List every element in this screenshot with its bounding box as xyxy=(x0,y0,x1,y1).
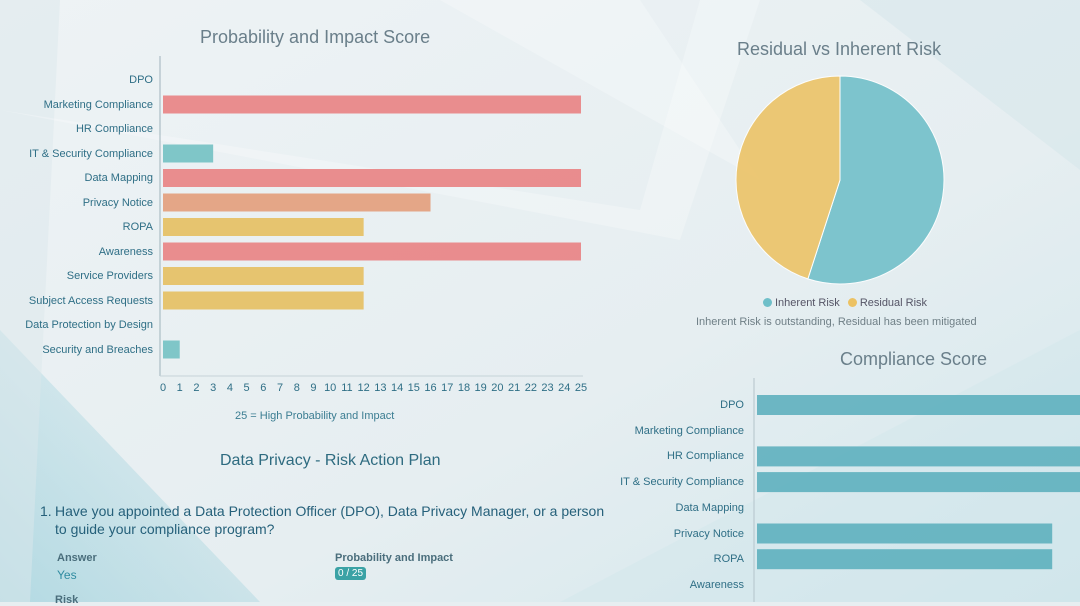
bar-awareness[interactable] xyxy=(163,242,581,261)
category-label-security-and-breaches: Security and Breaches xyxy=(42,343,153,356)
x-tick-25: 25 xyxy=(574,382,588,394)
bar-it-and-security-compliance[interactable] xyxy=(163,144,214,163)
compliance-label-privacy-notice: Privacy Notice xyxy=(673,527,744,540)
x-tick-6: 6 xyxy=(260,382,267,394)
slice-residual-risk[interactable] xyxy=(735,75,841,280)
probability-impact-x-axis-label: 25 = High Probability and Impact xyxy=(235,410,395,422)
compliance-bar-it-and-security-compliance[interactable] xyxy=(757,472,1080,493)
x-tick-20: 20 xyxy=(491,382,504,394)
question-1: 1. Have you appointed a Data Protection … xyxy=(40,502,615,538)
pie-note: Inherent Risk is outstanding, Residual h… xyxy=(696,316,977,328)
chart-title-residual-vs-inherent: Residual vs Inherent Risk xyxy=(737,39,942,59)
probability-impact-x-ticks: 0 1 2 3 4 5 6 7 8 9 10 11 12 13 14 15 16 17 18 19 20 21 22 23 24… xyxy=(0,0,600,420)
legend-swatch-residual xyxy=(847,298,857,307)
risk-label: Risk xyxy=(55,594,79,606)
x-tick-1: 1 xyxy=(176,382,183,394)
compliance-label-hr-compliance: HR Compliance xyxy=(666,450,744,463)
chart-title-probability-impact: Probability and Impact Score xyxy=(200,27,431,47)
x-tick-22: 22 xyxy=(524,382,537,394)
legend-item-residual-risk[interactable]: Residual Risk xyxy=(847,297,928,309)
x-tick-15: 15 xyxy=(407,382,420,394)
x-tick-8: 8 xyxy=(293,382,300,394)
question-number: 1. xyxy=(40,503,52,519)
answer-label: Answer xyxy=(57,552,97,564)
x-tick-17: 17 xyxy=(441,382,454,394)
compliance-label-ropa: ROPA xyxy=(713,553,744,566)
x-tick-2: 2 xyxy=(193,382,200,394)
probability-impact-badge: 0 / 25 xyxy=(335,567,367,580)
category-label-subject-access-requests: Subject Access Requests xyxy=(28,294,153,307)
category-label-hr-compliance: HR Compliance xyxy=(75,123,153,135)
x-tick-7: 7 xyxy=(276,382,284,394)
x-tick-13: 13 xyxy=(374,382,387,394)
x-tick-23: 23 xyxy=(541,382,554,394)
residual-vs-inherent-pie xyxy=(735,75,945,285)
category-label-privacy-notice: Privacy Notice xyxy=(82,196,153,209)
compliance-bar-privacy-notice[interactable] xyxy=(757,523,1053,544)
legend-item-inherent-risk[interactable]: Inherent Risk xyxy=(763,297,840,309)
category-label-data-protection-by-design: Data Protection by Design xyxy=(25,319,153,331)
x-tick-18: 18 xyxy=(457,382,471,394)
bar-data-mapping[interactable] xyxy=(163,169,581,187)
compliance-plot xyxy=(753,378,1080,602)
x-tick-3: 3 xyxy=(210,382,217,394)
compliance-label-dpo: DPO xyxy=(720,399,744,411)
category-label-awareness: Awareness xyxy=(98,245,153,258)
bar-service-providers[interactable] xyxy=(163,267,364,285)
bar-marketing-compliance[interactable] xyxy=(163,95,581,114)
risk-action-plan-title: Data Privacy - Risk Action Plan xyxy=(220,452,441,469)
category-label-marketing-compliance: Marketing Compliance xyxy=(43,98,153,111)
bar-privacy-notice[interactable] xyxy=(163,193,431,212)
probability-impact-label: Probability and Impact xyxy=(335,552,453,564)
bar-subject-access-requests[interactable] xyxy=(163,291,364,310)
category-label-it-and-security-compliance: IT & Security Compliance xyxy=(29,147,153,160)
compliance-label-it-and-security-compliance: IT & Security Compliance xyxy=(620,476,744,489)
bar-security-and-breaches[interactable] xyxy=(163,340,180,359)
compliance-bar-hr-compliance[interactable] xyxy=(757,446,1080,467)
x-tick-14: 14 xyxy=(390,382,404,394)
pie-legend: Inherent Risk Residual Risk xyxy=(763,297,927,309)
category-label-service-providers: Service Providers xyxy=(66,270,153,282)
legend-label-residual: Residual Risk xyxy=(859,297,928,309)
category-label-data-mapping: Data Mapping xyxy=(84,172,154,184)
bar-ropa[interactable] xyxy=(163,218,364,236)
compliance-label-marketing-compliance: Marketing Compliance xyxy=(634,424,744,437)
compliance-bar-ropa[interactable] xyxy=(757,549,1053,570)
x-tick-12: 12 xyxy=(357,382,370,394)
chart-title-compliance-score: Compliance Score xyxy=(840,349,988,369)
probability-impact-category-labels: DPO Marketing Compliance HR Compliance IT &… xyxy=(0,0,153,602)
x-tick-11: 11 xyxy=(341,382,353,394)
x-tick-5: 5 xyxy=(243,382,250,394)
compliance-bar-dpo[interactable] xyxy=(757,395,1080,415)
probability-impact-plot xyxy=(159,56,583,377)
x-tick-10: 10 xyxy=(324,382,337,394)
compliance-label-data-mapping: Data Mapping xyxy=(675,501,745,514)
legend-label-inherent: Inherent Risk xyxy=(775,297,840,309)
x-tick-4: 4 xyxy=(226,382,233,394)
x-tick-21: 21 xyxy=(507,382,521,394)
compliance-label-awareness: Awareness xyxy=(689,578,744,591)
x-tick-16: 16 xyxy=(424,382,437,394)
legend-swatch-inherent xyxy=(763,298,772,307)
category-label-dpo: DPO xyxy=(129,74,153,86)
slice-inherent-risk[interactable] xyxy=(807,75,945,285)
x-tick-0: 0 xyxy=(159,382,167,394)
x-tick-19: 19 xyxy=(474,382,487,394)
answer-value: Yes xyxy=(57,568,77,582)
x-tick-9: 9 xyxy=(310,382,317,394)
x-tick-24: 24 xyxy=(558,382,571,394)
question-text: Have you appointed a Data Protection Off… xyxy=(55,503,605,537)
compliance-category-labels: DPO Marketing Compliance HR Compliance IT &… xyxy=(560,0,744,602)
category-label-ropa: ROPA xyxy=(122,221,153,233)
